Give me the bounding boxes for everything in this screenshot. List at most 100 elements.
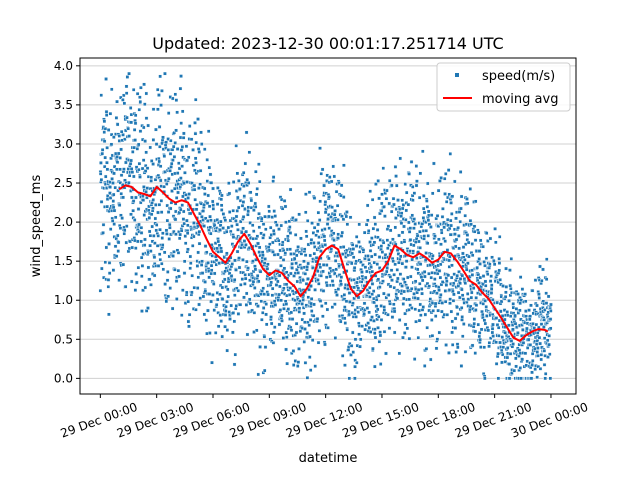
scatter-point [146,123,150,128]
scatter-point [388,284,393,289]
scatter-point [258,345,262,349]
scatter-point [223,313,228,317]
scatter-point [408,226,413,230]
scatter-point [442,225,446,230]
scatter-point [129,212,133,217]
scatter-point [141,194,145,198]
scatter-point [207,275,211,280]
scatter-point [370,282,375,286]
scatter-point [449,212,454,216]
scatter-point [188,261,193,265]
scatter-point [105,160,109,165]
scatter-point [258,269,263,274]
scatter-point [395,183,399,188]
scatter-point [337,181,341,185]
scatter-point [310,338,315,342]
scatter-point [325,222,330,226]
scatter-point [179,148,184,152]
scatter-point [397,233,401,238]
scatter-point [308,253,313,258]
scatter-point [321,263,326,267]
scatter-point [239,230,244,235]
scatter-point [356,310,360,314]
scatter-point [216,239,221,244]
scatter-point [415,267,420,272]
scatter-point [387,178,392,183]
scatter-point [134,165,139,170]
scatter-point [175,110,179,115]
scatter-point [297,310,302,314]
scatter-point [224,229,229,234]
scatter-point [171,144,176,149]
scatter-point [528,343,533,347]
scatter-point [233,352,238,357]
scatter-point [123,128,128,133]
scatter-point [476,272,481,277]
scatter-point [372,240,377,245]
scatter-point [530,370,534,375]
scatter-point [443,192,447,196]
scatter-point [115,160,120,165]
scatter-point [375,262,380,266]
scatter-point [347,291,352,295]
scatter-point [201,209,206,213]
scatter-point [268,225,273,230]
scatter-point [429,275,434,280]
scatter-point [327,175,332,179]
scatter-point [105,145,109,150]
scatter-point [435,214,440,218]
scatter-point [449,201,453,205]
scatter-point [356,286,361,291]
scatter-point [158,144,162,149]
scatter-point [272,253,277,257]
scatter-point [118,226,123,231]
scatter-point [116,151,121,156]
scatter-point [111,181,115,185]
scatter-point [158,178,163,183]
scatter-point [210,254,215,258]
scatter-point [129,279,134,284]
scatter-point [122,228,127,233]
scatter-point [279,298,283,303]
scatter-point [465,197,469,201]
scatter-point [398,156,403,161]
scatter-point [183,234,188,238]
scatter-point [371,289,376,293]
scatter-point [214,258,219,263]
scatter-point [160,89,164,93]
scatter-point [175,147,180,151]
scatter-point [474,303,479,307]
scatter-point [253,267,258,272]
scatter-point [375,228,380,232]
scatter-point [211,207,216,211]
legend-label-speed: speed(m/s) [482,69,555,84]
scatter-point [262,292,267,296]
scatter-point [357,240,361,244]
scatter-point [447,192,452,197]
scatter-point [179,74,183,78]
scatter-point [530,359,535,363]
scatter-point [414,164,419,168]
scatter-point [545,338,550,343]
scatter-point [424,251,428,255]
scatter-point [174,196,179,200]
scatter-point [142,243,147,247]
scatter-point [236,288,241,293]
scatter-point [407,336,412,341]
scatter-point [272,232,276,236]
scatter-point [500,335,505,339]
scatter-point [216,311,220,315]
scatter-point [488,279,493,283]
scatter-point [164,182,169,186]
scatter-point [372,300,376,305]
scatter-point [488,236,493,241]
scatter-point [309,237,314,242]
scatter-point [159,210,164,214]
scatter-point [417,195,422,200]
scatter-point [403,311,407,316]
scatter-point [494,240,498,245]
scatter-point [425,241,430,246]
scatter-point [180,203,185,207]
scatter-point [316,222,320,227]
scatter-point [196,275,201,280]
